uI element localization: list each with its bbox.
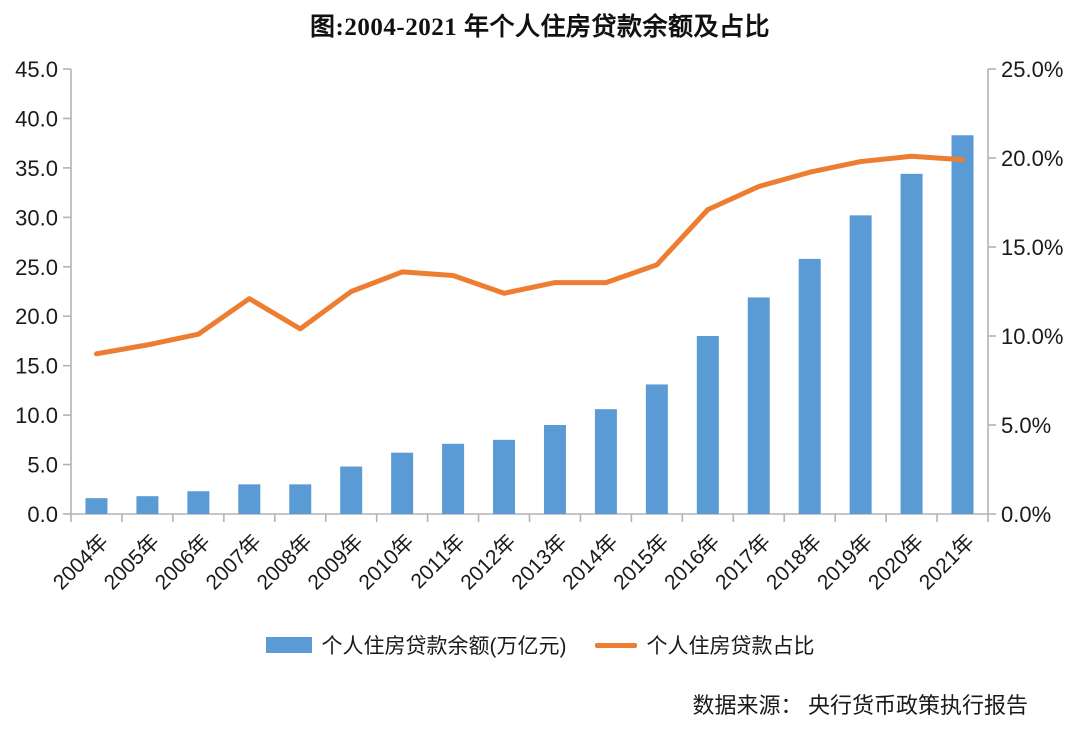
x-category-label: 2008年 — [253, 530, 317, 594]
y-left-tick-label: 5.0 — [27, 453, 58, 478]
x-category-label: 2021年 — [915, 530, 979, 594]
legend-bar-swatch — [265, 637, 312, 653]
legend-item-ratio: 个人住房贷款占比 — [577, 630, 815, 660]
bar-2013年 — [543, 425, 566, 514]
y-left-tick-label: 35.0 — [15, 156, 58, 181]
legend-bar-label: 个人住房贷款余额(万亿元) — [321, 635, 567, 658]
y-right-tick-label: 20.0% — [1001, 146, 1063, 171]
bar-2007年 — [238, 484, 261, 514]
bar-2009年 — [340, 466, 363, 514]
y-left-tick-label: 30.0 — [15, 205, 58, 230]
chart-plot-area: 0.0 5.0 10.0 15.0 20.0 25.0 30.0 35.0 40.0 45.0 0.… — [15, 57, 1063, 594]
x-category-label: 2011年 — [407, 530, 470, 593]
y-right-tick-label: 25.0% — [1001, 57, 1063, 82]
ratio-line — [93, 153, 966, 357]
y-left-tick-label: 10.0 — [15, 403, 58, 428]
y-right-tick-label: 10.0% — [1001, 324, 1063, 349]
y-left-tick-label: 0.0 — [27, 502, 58, 527]
bar-2016年 — [696, 336, 719, 514]
y-right-tick-label: 5.0% — [1001, 413, 1051, 438]
x-category-label: 2004年 — [49, 530, 113, 594]
x-category-label: 2007年 — [202, 530, 266, 594]
bar-2018年 — [798, 258, 821, 514]
y-left-tick-label: 25.0 — [15, 255, 58, 280]
bar-2017年 — [747, 297, 770, 514]
bar-2008年 — [289, 484, 312, 514]
x-category-label: 2012年 — [456, 530, 520, 594]
bar-2020年 — [900, 173, 923, 515]
x-category-label: 2018年 — [762, 530, 826, 594]
y-left-tick-label: 45.0 — [15, 57, 58, 82]
bar-2014年 — [594, 409, 617, 514]
y-left-tick-label: 20.0 — [15, 304, 58, 329]
bar-2015年 — [645, 384, 668, 514]
x-category-label: 2019年 — [813, 530, 877, 594]
x-category-label: 2009年 — [304, 530, 368, 594]
y-right-tick-label: 15.0% — [1001, 235, 1063, 260]
legend-line-swatch — [594, 642, 637, 648]
bar-2005年 — [136, 496, 159, 514]
x-category-label: 2015年 — [609, 530, 673, 594]
x-category-label: 2020年 — [864, 530, 928, 594]
bar-2004年 — [85, 498, 108, 514]
y-left-tick-label: 40.0 — [15, 106, 58, 131]
x-category-label: 2017年 — [711, 530, 775, 594]
legend-item-balance: 个人住房贷款余额(万亿元) — [265, 630, 567, 660]
bar-2012年 — [493, 439, 516, 514]
chart-title: 图:2004-2021 年个人住房贷款余额及占比 — [310, 14, 770, 41]
x-category-label: 2013年 — [507, 530, 571, 594]
legend-line-label: 个人住房贷款占比 — [646, 635, 815, 658]
x-category-label: 2005年 — [100, 530, 164, 594]
bar-2021年 — [951, 135, 974, 514]
x-category-label: 2014年 — [558, 530, 622, 594]
bar-2010年 — [391, 452, 414, 514]
y-right-tick-label: 0.0% — [1001, 502, 1051, 527]
bar-2019年 — [849, 215, 872, 514]
bar-2011年 — [442, 443, 465, 514]
y-left-tick-label: 15.0 — [15, 354, 58, 379]
chart-legend: 个人住房贷款余额(万亿元) 个人住房贷款占比 — [0, 630, 1080, 660]
x-category-label: 2006年 — [151, 530, 215, 594]
bar-2006年 — [187, 491, 210, 514]
x-category-label: 2010年 — [355, 530, 419, 594]
x-category-label: 2016年 — [660, 530, 724, 594]
data-source: 数据来源： 央行货币政策执行报告 — [692, 693, 1028, 718]
